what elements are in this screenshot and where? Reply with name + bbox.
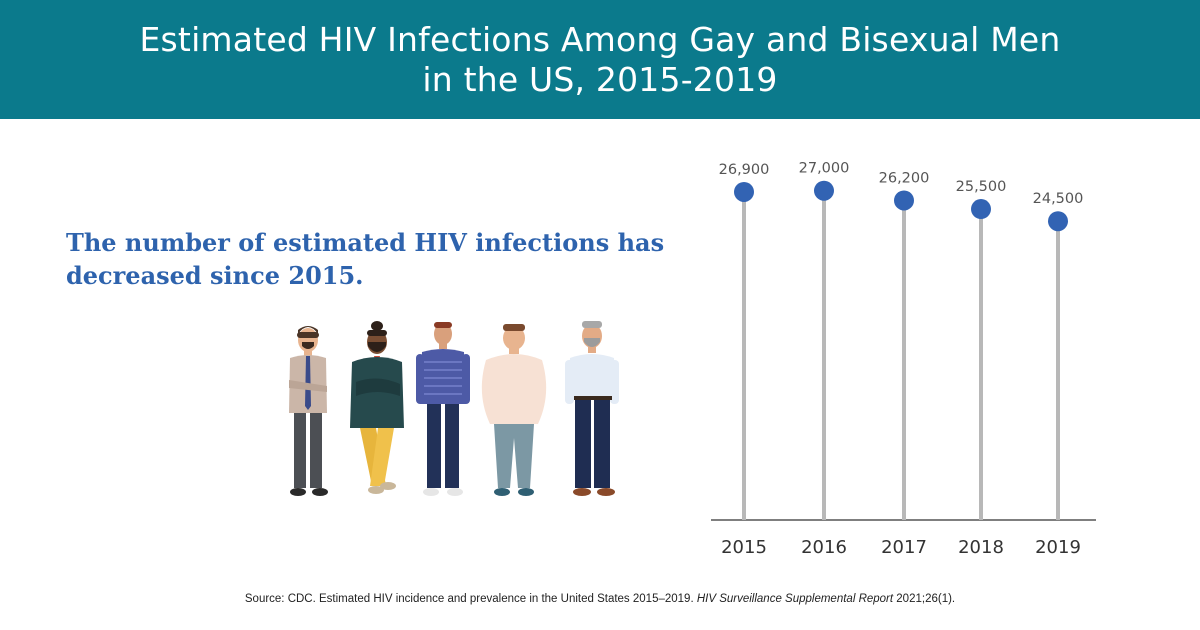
value-label-2015: 26,900	[719, 162, 770, 178]
value-label-2016: 27,000	[799, 161, 850, 177]
group-of-men-illustration	[289, 321, 619, 496]
x-tick-label-2018: 2018	[958, 537, 1004, 558]
man-3-figure	[416, 322, 470, 496]
source-report-title: HIV Surveillance Supplemental Report	[696, 593, 894, 605]
data-point-2018	[971, 199, 991, 220]
headline-line-1: The number of estimated HIV infections h…	[66, 228, 665, 257]
x-tick-label-2019: 2019	[1035, 537, 1081, 558]
x-tick-label-2017: 2017	[881, 537, 927, 558]
data-point-2017	[894, 190, 914, 211]
data-point-2015	[734, 181, 754, 202]
value-label-2019: 24,500	[1033, 191, 1084, 207]
title-line-2: in the US, 2015-2019	[422, 59, 778, 99]
headline: The number of estimated HIV infections h…	[66, 226, 686, 292]
man-2-figure	[350, 321, 404, 494]
x-tick-label-2015: 2015	[721, 537, 767, 558]
source-prefix: Source: CDC. Estimated HIV incidence and…	[244, 593, 697, 605]
data-point-2016	[814, 180, 834, 201]
source-suffix: 2021;26(1).	[893, 593, 956, 605]
x-tick-label-2016: 2016	[801, 537, 847, 558]
man-4-figure	[481, 324, 547, 496]
headline-line-2: decreased since 2015.	[66, 261, 364, 290]
data-point-2019	[1048, 211, 1068, 232]
source-note: Source: CDC. Estimated HIV incidence and…	[0, 593, 1200, 605]
title-banner: Estimated HIV Infections Among Gay and B…	[0, 0, 1200, 119]
title-line-1: Estimated HIV Infections Among Gay and B…	[139, 19, 1061, 59]
man-5-figure	[565, 321, 619, 496]
value-label-2017: 26,200	[879, 170, 930, 186]
value-label-2018: 25,500	[956, 179, 1007, 195]
man-1-figure	[289, 326, 328, 496]
